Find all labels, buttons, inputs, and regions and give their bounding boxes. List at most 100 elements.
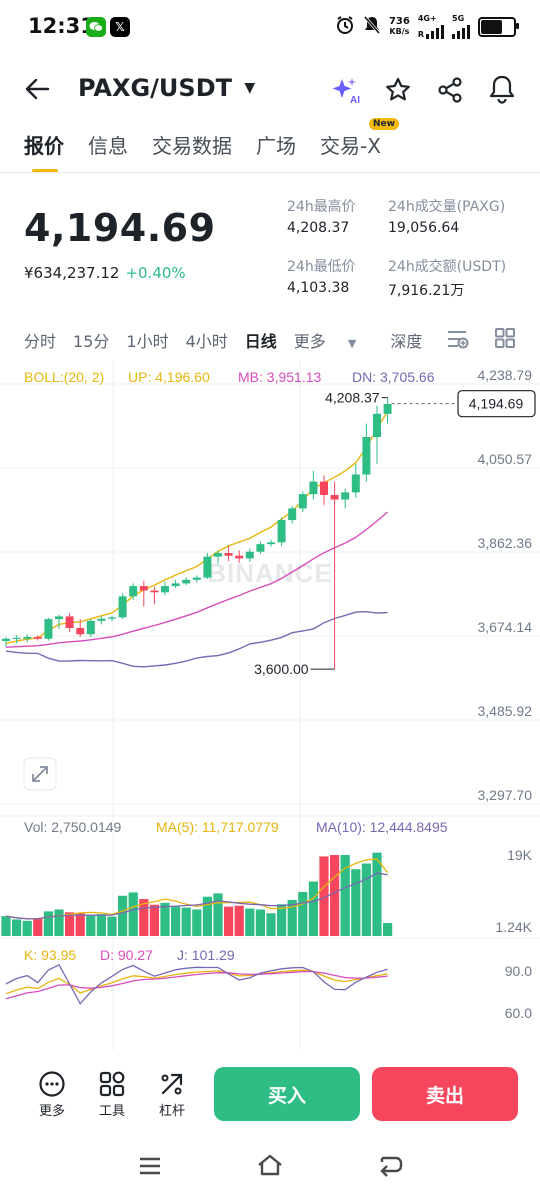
candle-body (150, 590, 159, 593)
candle-body (55, 616, 63, 620)
candle-body (12, 637, 21, 640)
buy-button[interactable]: 买入 (214, 1067, 360, 1121)
leverage-icon (146, 1070, 198, 1100)
candle-body (203, 556, 212, 578)
volume-bar (372, 852, 382, 936)
more-button[interactable]: 更多 (26, 1070, 78, 1119)
status-time: 12:31 (28, 14, 95, 38)
candle-body (86, 620, 95, 635)
candle-body (288, 508, 297, 521)
tab-trade-x[interactable]: 交易-X New (320, 118, 399, 159)
volume-bar (181, 907, 191, 936)
volume-bar (22, 920, 32, 936)
vol-base-value: 19,056.64 (388, 220, 460, 236)
net-speed: 736 KB/s (388, 15, 410, 36)
interval-4h[interactable]: 4小时 (185, 332, 228, 351)
volume-bar (171, 906, 181, 936)
low-value: 4,103.38 (287, 280, 350, 296)
tab-info[interactable]: 信息 (88, 134, 128, 158)
candle-body (373, 413, 381, 438)
last-price-tag: 4,194.69 (469, 396, 524, 412)
layout-grid-icon[interactable] (494, 327, 516, 353)
tab-trade-x-label: 交易-X (320, 134, 381, 158)
boll-dn-line (5, 610, 388, 668)
price-change: +0.40% (125, 264, 186, 282)
candle-body (118, 596, 127, 618)
volume-bar (361, 863, 371, 936)
tab-square[interactable]: 广场 (256, 134, 296, 158)
sim1-signal: 4G+ R (418, 14, 444, 39)
share-icon[interactable] (436, 76, 464, 108)
back-arrow-icon[interactable] (24, 76, 50, 106)
kdj-j-line (5, 963, 388, 1005)
tab-trading-data[interactable]: 交易数据 (152, 134, 232, 158)
candle-body (320, 481, 328, 496)
depth-tab[interactable]: 深度 (390, 332, 423, 351)
candle-body (256, 544, 265, 552)
interval-more-label: 更多 (293, 332, 326, 351)
kdj-k-legend: K: 93.95 (24, 947, 76, 963)
sell-button[interactable]: 卖出 (372, 1067, 518, 1121)
status-bar: 12:31 𝕏 736 KB/s 4G+ R 5G (0, 0, 540, 56)
interval-1d[interactable]: 日线 (244, 332, 277, 351)
leverage-button[interactable]: 杠杆 (146, 1070, 198, 1119)
volume-bar (86, 915, 96, 936)
sim2-signal: 5G (452, 14, 470, 39)
interval-1h[interactable]: 1小时 (126, 332, 169, 351)
tab-quote[interactable]: 报价 (24, 130, 64, 173)
candle-body (298, 494, 307, 509)
volume-bar (118, 895, 128, 936)
back-nav-icon[interactable] (378, 1154, 404, 1182)
tools-label: 工具 (98, 1104, 125, 1119)
interval-more[interactable]: 更多 ▼ (294, 328, 374, 352)
candle-body (171, 583, 180, 587)
volume-bar (139, 899, 149, 936)
ai-sparkle-icon[interactable]: AI (330, 76, 362, 110)
candle-body (362, 437, 371, 475)
volume-bar (202, 896, 212, 936)
boll-legend-text: MB: 3,951.13 (238, 369, 321, 385)
more-dots-icon (26, 1070, 78, 1100)
volume-bar (330, 855, 340, 936)
volume-bar (319, 856, 329, 936)
boll-mb-line (5, 511, 389, 648)
x-app-icon: 𝕏 (110, 17, 130, 37)
indicator-settings-icon[interactable] (446, 328, 470, 354)
candle-body (192, 577, 201, 580)
pair-selector[interactable]: PAXG/USDT ▼ (78, 74, 255, 102)
high-label: 24h最高价 (287, 199, 356, 215)
volume-bar (96, 914, 106, 936)
candle-body (224, 553, 233, 556)
volume-bar (234, 905, 244, 936)
mute-bell-icon (363, 15, 381, 38)
kdj-d-legend: D: 90.27 (100, 947, 153, 963)
menu-icon[interactable] (138, 1156, 162, 1180)
volume-bar (340, 855, 350, 936)
interval-15m[interactable]: 15分 (73, 332, 110, 351)
candle-body (245, 551, 254, 559)
candle-body (182, 579, 191, 584)
candle-body (65, 616, 74, 629)
volume-bar (351, 869, 361, 936)
candle-body (33, 636, 42, 639)
vol-base-label: 24h成交量(PAXG) (388, 199, 506, 215)
main-tabs: 报价 信息 交易数据 广场 交易-X New (24, 118, 405, 173)
candle-body (161, 586, 169, 593)
volume-bar (107, 916, 117, 936)
high-value: 4,208.37 (287, 220, 350, 236)
volume-bar (128, 892, 138, 936)
home-icon[interactable] (256, 1153, 284, 1181)
bell-icon[interactable] (488, 74, 516, 108)
kdj-tick-label: 90.0 (505, 963, 532, 979)
low-label: 24h最低价 (287, 259, 356, 275)
kline-svg[interactable]: 4,238.79 4,050.57 3,862.36 3,674.14 3,485.92… (0, 360, 540, 1060)
candle-body (108, 617, 116, 619)
kline-chart[interactable]: 4,238.79 4,050.57 3,862.36 3,674.14 3,485.92… (0, 360, 540, 1060)
price-tick-label: 3,674.14 (478, 619, 533, 635)
interval-timeline[interactable]: 分时 (24, 332, 57, 351)
boll-legend-text: DN: 3,705.66 (352, 369, 435, 385)
favorite-star-icon[interactable] (384, 76, 412, 108)
candle-body (351, 474, 360, 493)
volume-bar (33, 918, 43, 936)
tools-button[interactable]: 工具 (86, 1070, 138, 1119)
